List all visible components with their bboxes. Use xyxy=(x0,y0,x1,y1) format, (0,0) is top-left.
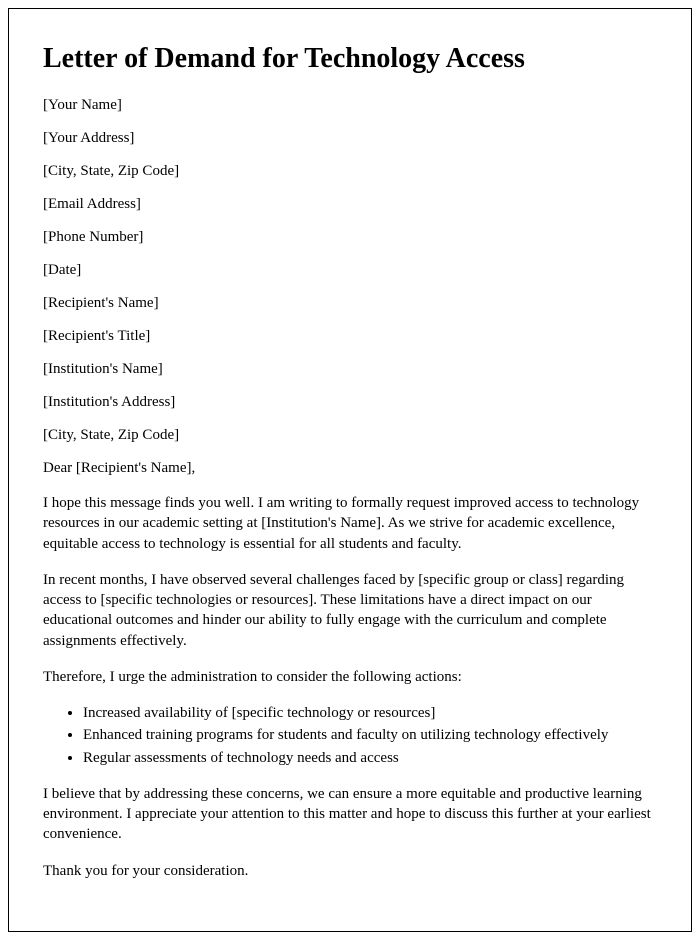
sender-phone: [Phone Number] xyxy=(43,229,657,246)
institution-name: [Institution's Name] xyxy=(43,361,657,378)
list-item: Enhanced training programs for students … xyxy=(83,725,657,745)
letter-title: Letter of Demand for Technology Access xyxy=(43,43,657,75)
paragraph-actions-lead: Therefore, I urge the administration to … xyxy=(43,667,657,687)
paragraph-closing: I believe that by addressing these conce… xyxy=(43,784,657,845)
recipient-city-state-zip: [City, State, Zip Code] xyxy=(43,427,657,444)
recipient-name: [Recipient's Name] xyxy=(43,295,657,312)
paragraph-intro: I hope this message finds you well. I am… xyxy=(43,493,657,554)
salutation: Dear [Recipient's Name], xyxy=(43,460,657,477)
sender-email: [Email Address] xyxy=(43,196,657,213)
paragraph-observation: In recent months, I have observed severa… xyxy=(43,570,657,651)
sender-name: [Your Name] xyxy=(43,97,657,114)
institution-address: [Institution's Address] xyxy=(43,394,657,411)
letter-page: Letter of Demand for Technology Access [… xyxy=(8,8,692,932)
action-items-list: Increased availability of [specific tech… xyxy=(43,703,657,768)
letter-date: [Date] xyxy=(43,262,657,279)
recipient-title: [Recipient's Title] xyxy=(43,328,657,345)
sender-city-state-zip: [City, State, Zip Code] xyxy=(43,163,657,180)
paragraph-thanks: Thank you for your consideration. xyxy=(43,861,657,881)
list-item: Regular assessments of technology needs … xyxy=(83,748,657,768)
sender-address: [Your Address] xyxy=(43,130,657,147)
list-item: Increased availability of [specific tech… xyxy=(83,703,657,723)
